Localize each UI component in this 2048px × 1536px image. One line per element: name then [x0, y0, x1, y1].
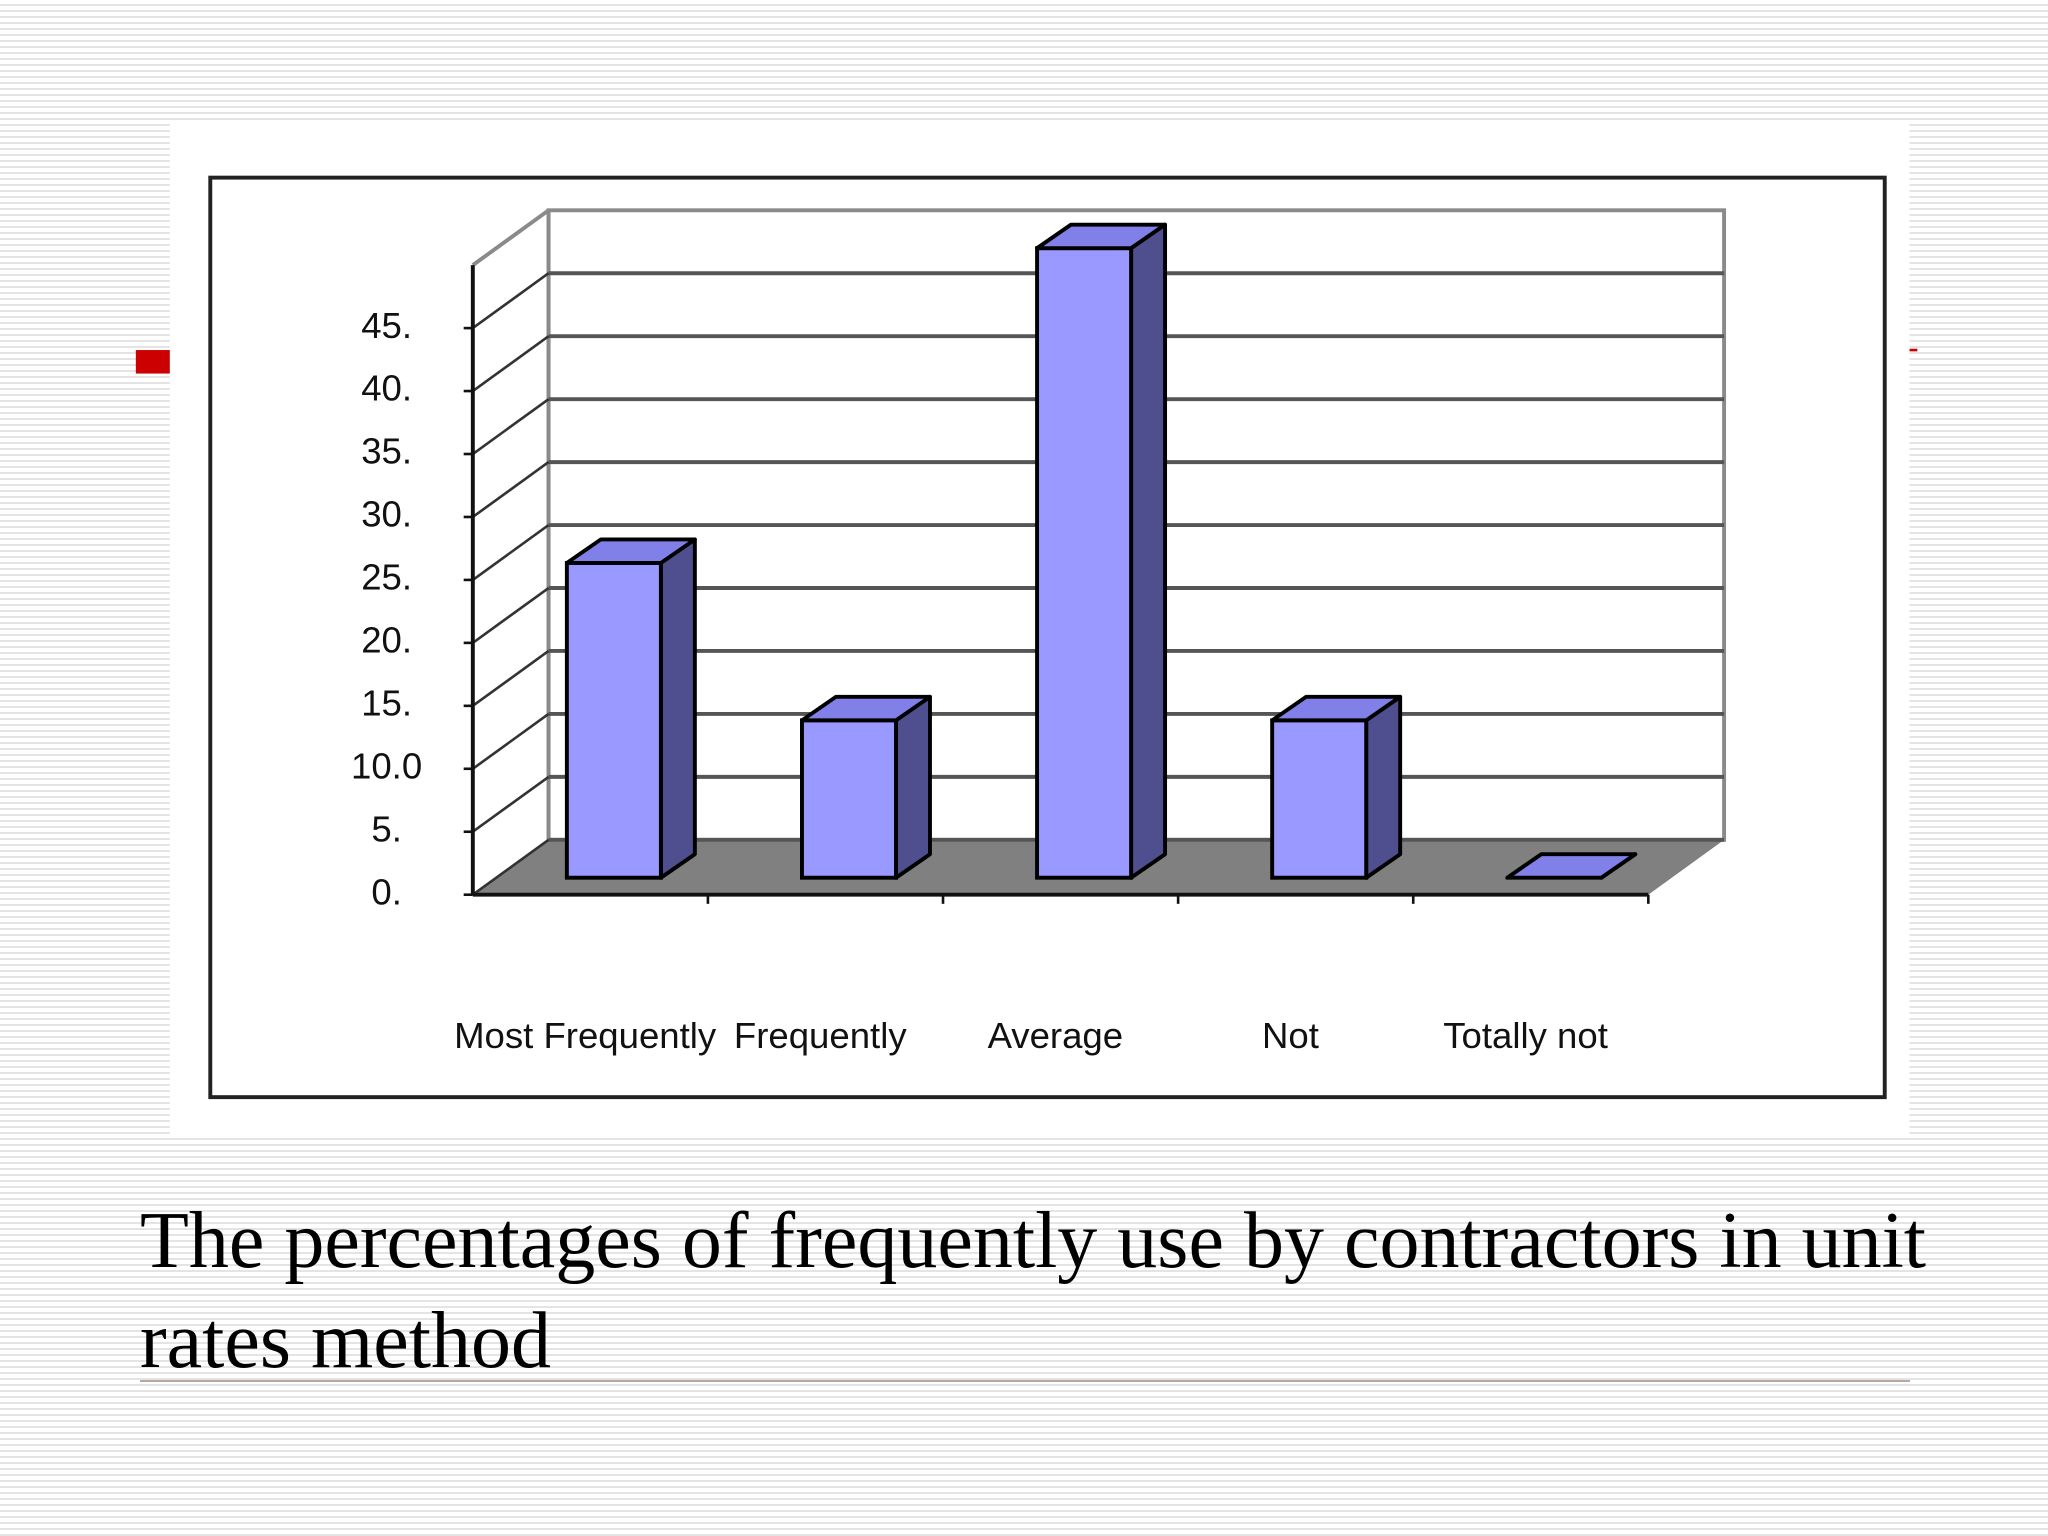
grid-line-side: [472, 524, 550, 581]
y-tick-label: 0.: [371, 871, 402, 912]
grid-line-side: [472, 398, 550, 456]
x-tick-label: Most Frequently: [454, 1015, 717, 1056]
y-tick-label: 25.: [361, 557, 412, 598]
bar: [799, 718, 898, 880]
caption: The percentages of frequently use by con…: [140, 1197, 1927, 1385]
grid-line-side: [472, 838, 550, 896]
grid-line-side: [472, 335, 550, 393]
divider: [140, 1380, 1910, 1382]
grid-line-side: [472, 461, 550, 519]
y-tick-label: 5.: [371, 808, 402, 849]
bar: [1270, 718, 1369, 880]
bar-top: [1505, 852, 1638, 880]
y-tick-label: 20.: [361, 620, 412, 661]
grid-line-side: [472, 712, 550, 770]
bar-top: [1270, 694, 1403, 723]
bar: [564, 560, 663, 880]
y-tick-label: 35.: [361, 431, 412, 472]
bar-side: [1129, 222, 1168, 880]
top-edge: [471, 208, 550, 267]
bar-side: [658, 537, 697, 880]
x-tick-label: Totally not: [1443, 1015, 1608, 1056]
bullet: [135, 350, 170, 374]
x-tick-label: Not: [1262, 1015, 1319, 1056]
y-tick-label: 15.: [361, 682, 412, 723]
y-tick-label: 40.: [361, 368, 412, 409]
bar-top: [1035, 222, 1168, 251]
plot-area: 0. 5. 10.0 15. 20. 25. 30. 35. 40. 45. Most Freque…: [351, 208, 1727, 1056]
y-tick-label: 45.: [361, 305, 412, 346]
grid-line-side: [472, 775, 550, 833]
bar-side: [894, 694, 932, 880]
bar-side: [1364, 694, 1403, 880]
y-tick-label: 30.: [361, 494, 412, 535]
x-tick-label: Frequently: [734, 1015, 907, 1056]
bullet-mark: [1909, 348, 1918, 352]
x-tick-label: Average: [988, 1015, 1124, 1056]
grid-line-side: [472, 272, 550, 330]
grid-line-side: [472, 586, 550, 644]
y-tick-label: 10.0: [351, 745, 422, 786]
bar-top: [799, 694, 932, 723]
bar: [1035, 246, 1134, 880]
bar-top: [564, 537, 697, 565]
grid-line-side: [472, 649, 550, 707]
